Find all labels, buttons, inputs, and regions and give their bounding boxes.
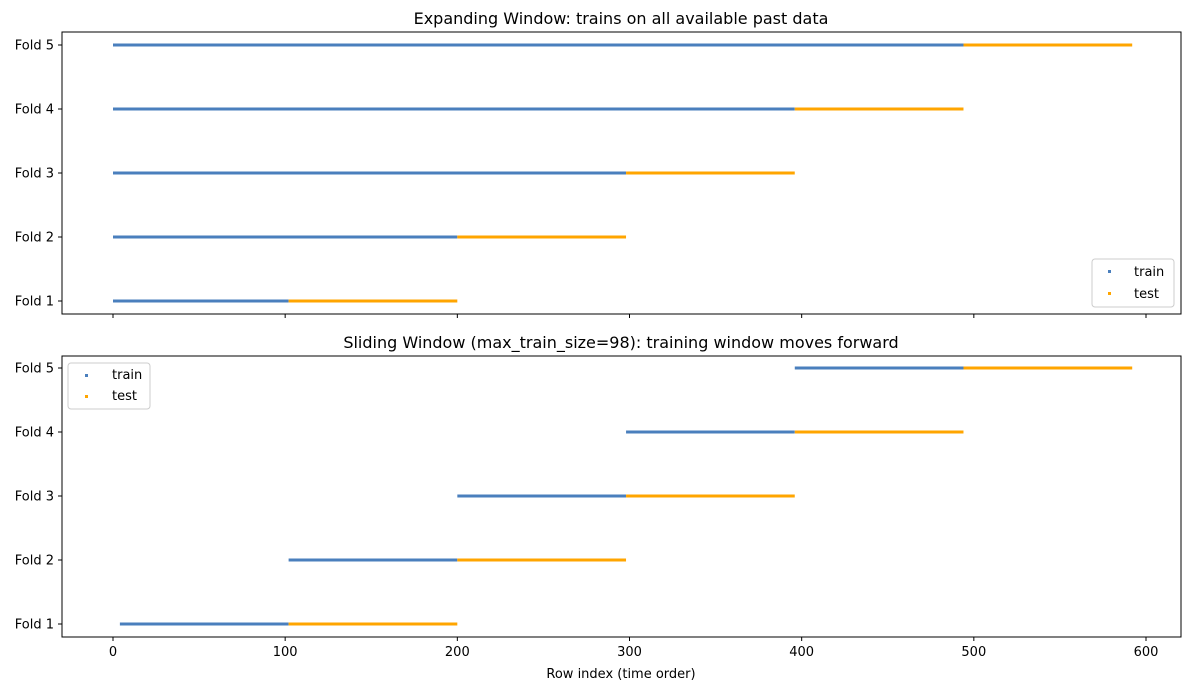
chart-title: Sliding Window (max_train_size=98): trai… (343, 333, 898, 353)
x-axis: 0 100 200 300 400 500 600 (109, 637, 1159, 660)
x-tick-label: 300 (617, 645, 642, 660)
y-tick-label: Fold 4 (15, 103, 54, 118)
y-tick-label: Fold 2 (15, 554, 54, 569)
legend-box (1091, 258, 1175, 308)
legend-box (67, 362, 151, 410)
legend-marker-train (1108, 270, 1111, 273)
panel-sliding-window: Sliding Window (max_train_size=98): trai… (15, 333, 1182, 682)
y-tick-label: Fold 2 (15, 231, 54, 246)
legend: train test (67, 362, 151, 410)
legend-marker-test (85, 395, 88, 398)
x-tick-label: 600 (1134, 645, 1159, 660)
chart-title: Expanding Window: trains on all availabl… (414, 9, 829, 28)
y-tick-label: Fold 4 (15, 426, 54, 441)
legend: train test (1091, 258, 1175, 308)
y-tick-label: Fold 1 (15, 618, 54, 633)
y-tick-label: Fold 3 (15, 167, 54, 182)
panel-expanding-window: Expanding Window: trains on all availabl… (15, 9, 1182, 318)
x-axis-label: Row index (time order) (546, 667, 695, 682)
legend-marker-train (85, 374, 88, 377)
x-tick-label: 100 (273, 645, 298, 660)
y-tick-label: Fold 1 (15, 295, 54, 310)
y-tick-label: Fold 5 (15, 39, 54, 54)
legend-label-test: test (112, 389, 137, 404)
y-axis: Fold 1 Fold 2 Fold 3 Fold 4 Fold 5 (15, 362, 62, 633)
legend-label-test: test (1134, 287, 1159, 302)
y-tick-label: Fold 3 (15, 490, 54, 505)
x-tick-label: 0 (109, 645, 117, 660)
y-axis: Fold 1 Fold 2 Fold 3 Fold 4 Fold 5 (15, 39, 62, 310)
x-tick-label: 500 (961, 645, 986, 660)
x-tick-label: 200 (445, 645, 470, 660)
legend-label-train: train (112, 368, 142, 383)
legend-label-train: train (1134, 265, 1164, 280)
x-tick-label: 400 (789, 645, 814, 660)
fold-segments (119, 366, 1133, 626)
x-axis (112, 314, 1147, 318)
fold-segments (113, 43, 1133, 303)
y-tick-label: Fold 5 (15, 362, 54, 377)
legend-marker-test (1108, 292, 1111, 295)
